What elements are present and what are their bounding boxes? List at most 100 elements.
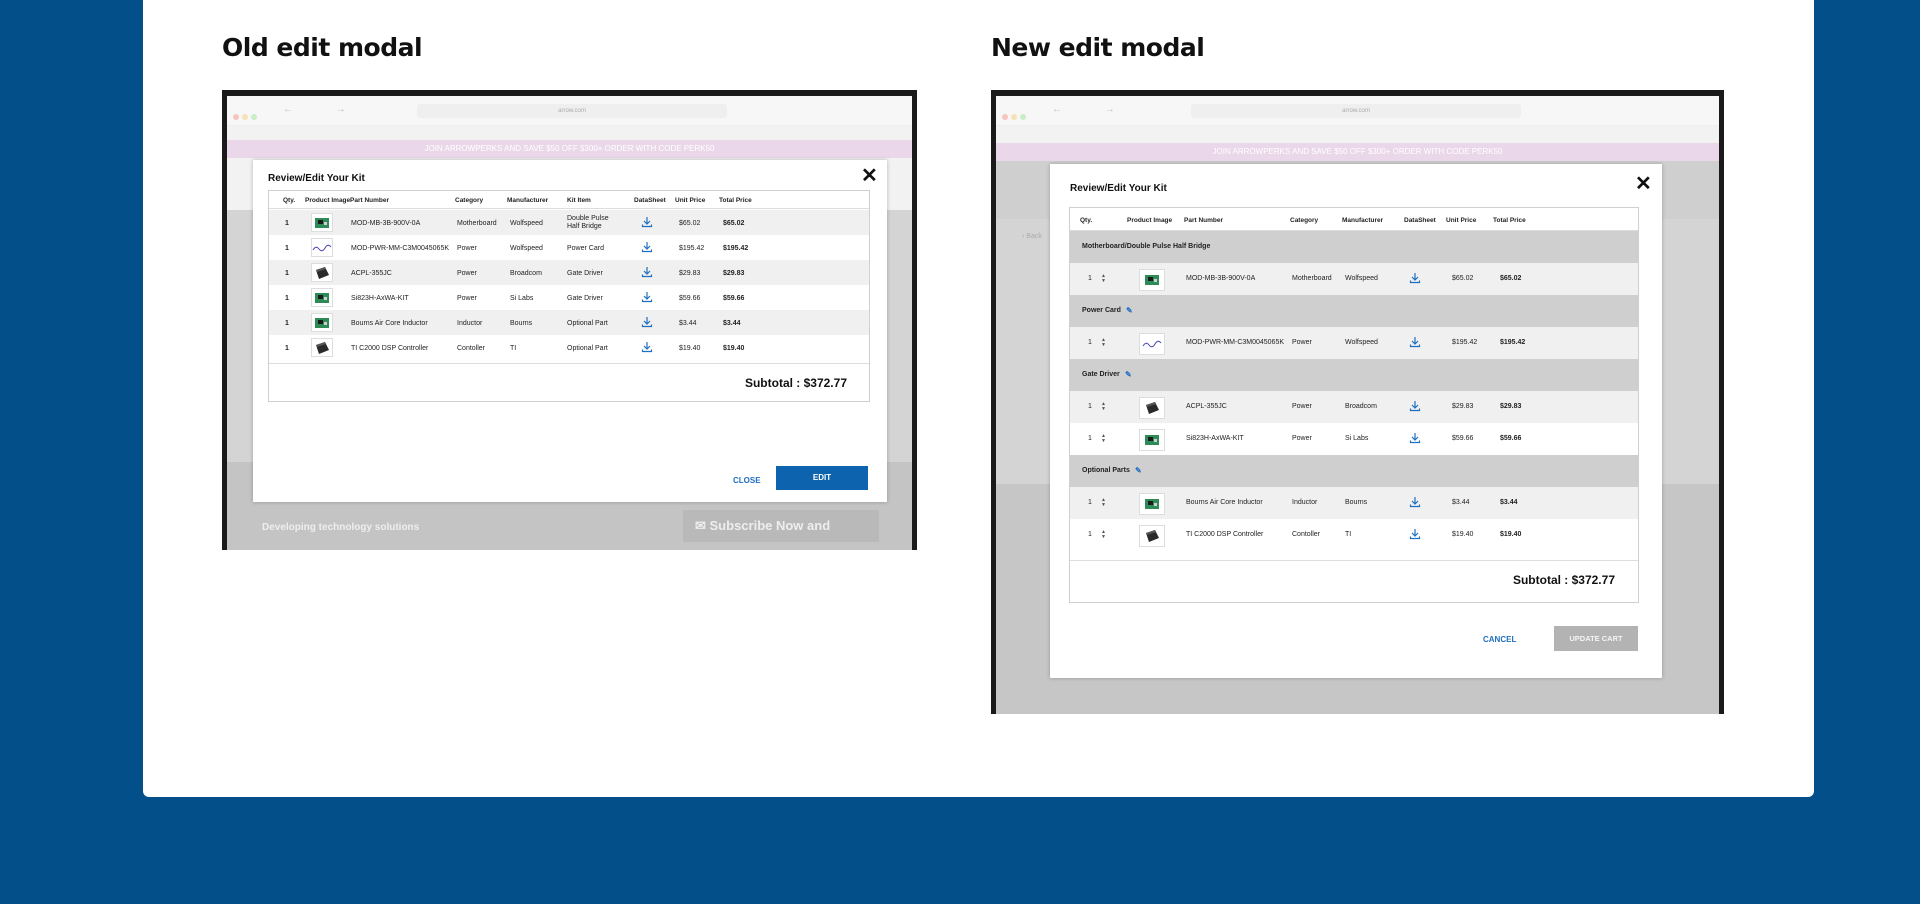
quantity-stepper-icon[interactable]: ▲ ▼ [1101, 497, 1106, 508]
quantity-stepper-icon[interactable]: ▲ ▼ [1101, 337, 1106, 348]
download-datasheet-icon[interactable] [641, 341, 653, 353]
total-price: $195.42 [723, 245, 749, 252]
quantity-stepper-icon[interactable]: ▲ ▼ [1101, 529, 1106, 540]
old-subscribe-box: ✉ Subscribe Now and [683, 510, 879, 542]
kit-item: Double Pulse Half Bridge [567, 215, 609, 230]
manufacturer: TI [1345, 531, 1352, 538]
table-row: 1 TI C2000 DSP Controller Contoller TI Optio… [269, 335, 869, 360]
column-header: Part Number [1184, 217, 1224, 224]
download-datasheet-icon[interactable] [1409, 272, 1421, 284]
column-header: Qty. [1080, 217, 1093, 224]
table-row: 1 ACPL-355JC Power Broadcom Gate Driver $29.8… [269, 260, 869, 285]
nav-arrows-icon: ← → [1052, 104, 1135, 115]
new-back-link[interactable]: ‹ Back [1022, 233, 1042, 240]
new-subtotal-row: Subtotal : $372.77 [1070, 560, 1638, 603]
nav-arrows-icon: ← → [283, 104, 366, 115]
close-icon[interactable]: ✕ [1635, 173, 1652, 195]
kit-item: Optional Part [567, 345, 608, 352]
download-datasheet-icon[interactable] [641, 291, 653, 303]
update-cart-button[interactable]: UPDATE CART [1554, 626, 1638, 651]
table-row: 1 ▲ ▼ Bourns Air Core Inductor Inductor Bourn… [1070, 487, 1638, 519]
column-header: Manufacturer [507, 197, 549, 204]
new-screenshot: ← → arrow.com JOIN ARROWPERKS AND SAVE $… [991, 90, 1724, 714]
quantity-stepper-icon[interactable]: ▲ ▼ [1101, 273, 1106, 284]
old-browser: ← → arrow.com JOIN ARROWPERKS AND SAVE $… [227, 96, 912, 550]
kit-item: Gate Driver [567, 295, 603, 302]
total-price: $3.44 [1500, 499, 1518, 506]
new-subtotal: Subtotal : $372.77 [1512, 573, 1615, 587]
table-row: 1 Bourns Air Core Inductor Inductor Bourns O… [269, 310, 869, 335]
kit-item: Gate Driver [567, 270, 603, 277]
download-datasheet-icon[interactable] [1409, 496, 1421, 508]
group-name: Optional Parts [1082, 467, 1130, 474]
download-datasheet-icon[interactable] [1409, 432, 1421, 444]
total-price: $195.42 [1500, 339, 1526, 346]
old-section-title: Old edit modal [222, 33, 423, 62]
total-price: $19.40 [723, 345, 745, 352]
table-row: 1 Si823H-AxWA-KIT Power Si Labs Gate Driver $… [269, 285, 869, 310]
old-footer-text: Developing technology solutions [262, 522, 420, 533]
part-number: TI C2000 DSP Controller [1186, 531, 1264, 538]
download-datasheet-icon[interactable] [1409, 528, 1421, 540]
old-browser-chrome: ← → arrow.com [227, 96, 912, 126]
total-price: $29.83 [1500, 403, 1522, 410]
download-datasheet-icon[interactable] [1409, 336, 1421, 348]
download-datasheet-icon[interactable] [641, 216, 653, 228]
old-edit-button[interactable]: EDIT [776, 466, 868, 490]
manufacturer: Bourns [510, 320, 533, 327]
window-controls-icon [1002, 107, 1029, 125]
product-image [311, 313, 333, 332]
new-modal: Review/Edit Your Kit ✕ Qty. Product Image… [1050, 164, 1662, 678]
manufacturer: Si Labs [1345, 435, 1369, 442]
column-header: Qty. [283, 197, 296, 204]
category: Contoller [1292, 531, 1321, 538]
product-image [1139, 269, 1165, 291]
table-row: 1 ▲ ▼ ACPL-355JC Power Broadcom $29.83 $29.83 [1070, 391, 1638, 423]
new-section-title: New edit modal [991, 33, 1205, 62]
manufacturer: Wolfspeed [1345, 275, 1378, 282]
edit-pencil-icon[interactable]: ✎ [1135, 466, 1142, 475]
qty-value: 1 [1088, 275, 1092, 282]
column-header: Product Image [305, 197, 351, 204]
group-header: Optional Parts ✎ [1070, 455, 1638, 487]
table-row: 1 ▲ ▼ MOD-MB-3B-900V-0A Motherboard Wolfspeed… [1070, 263, 1638, 295]
manufacturer: Bourns [1345, 499, 1368, 506]
unit-price: $59.66 [1452, 435, 1474, 442]
category: Inductor [457, 320, 483, 327]
unit-price: $29.83 [679, 270, 701, 277]
edit-pencil-icon[interactable]: ✎ [1126, 306, 1133, 315]
edit-pencil-icon[interactable]: ✎ [1125, 370, 1132, 379]
old-subscribe-text: Subscribe Now and [709, 518, 831, 533]
column-header: Part Number [350, 197, 390, 204]
part-number: MOD-PWR-MM-C3M0045065K [351, 245, 450, 252]
product-image [311, 338, 333, 357]
product-image [311, 288, 333, 307]
qty-value: 1 [1088, 499, 1092, 506]
old-close-button[interactable]: CLOSE [733, 476, 761, 485]
close-icon[interactable]: ✕ [861, 165, 878, 187]
qty-value: 1 [1088, 435, 1092, 442]
column-header: Total Price [1493, 217, 1526, 224]
download-datasheet-icon[interactable] [641, 266, 653, 278]
quantity-stepper-icon[interactable]: ▲ ▼ [1101, 433, 1106, 444]
part-number: MOD-MB-3B-900V-0A [1186, 275, 1256, 282]
manufacturer: Wolfspeed [510, 245, 543, 252]
category: Power [1292, 339, 1312, 346]
cancel-button[interactable]: CANCEL [1483, 635, 1517, 644]
group-name: Gate Driver [1082, 371, 1120, 378]
qty-value: 1 [285, 270, 289, 277]
download-datasheet-icon[interactable] [1409, 400, 1421, 412]
unit-price: $65.02 [679, 220, 701, 227]
old-promo-banner: JOIN ARROWPERKS AND SAVE $50 OFF $300+ O… [227, 140, 912, 158]
quantity-stepper-icon[interactable]: ▲ ▼ [1101, 401, 1106, 412]
manufacturer: Broadcom [1345, 403, 1377, 410]
category: Contoller [457, 345, 486, 352]
part-number: MOD-MB-3B-900V-0A [351, 220, 421, 227]
part-number: Si823H-AxWA-KIT [1186, 435, 1244, 442]
column-header: Manufacturer [1342, 217, 1384, 224]
product-image [1139, 493, 1165, 515]
download-datasheet-icon[interactable] [641, 241, 653, 253]
part-number: MOD-PWR-MM-C3M0045065K [1186, 339, 1285, 346]
download-datasheet-icon[interactable] [641, 316, 653, 328]
part-number: Bourns Air Core Inductor [351, 320, 428, 327]
